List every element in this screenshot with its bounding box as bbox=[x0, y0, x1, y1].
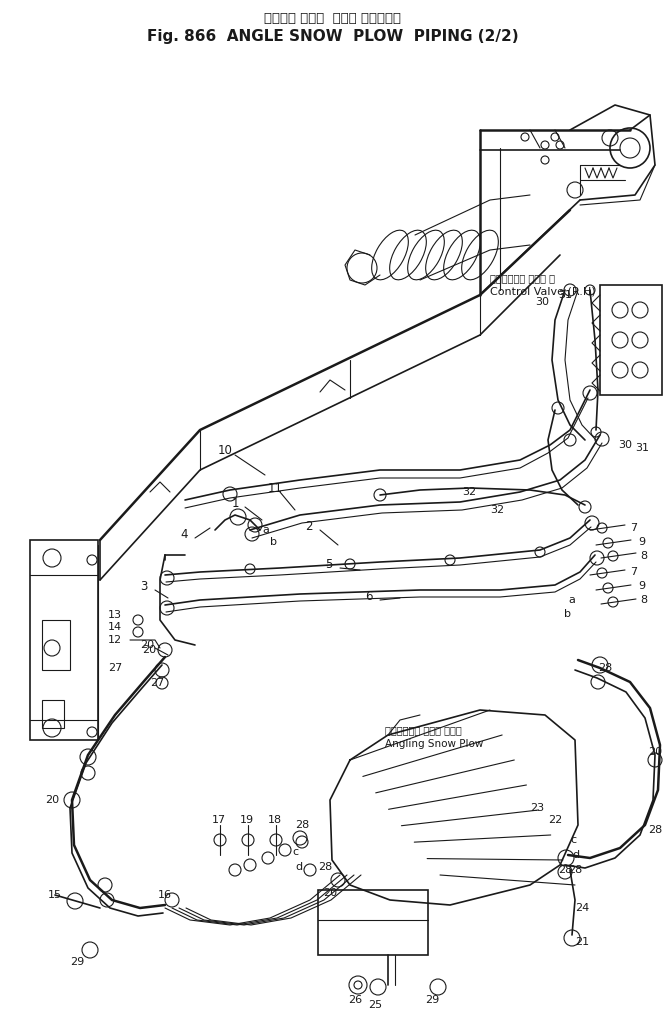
Text: コントロール バルブ 右: コントロール バルブ 右 bbox=[490, 273, 555, 283]
Text: 8: 8 bbox=[640, 595, 647, 605]
Text: 28: 28 bbox=[648, 825, 662, 835]
Text: 20: 20 bbox=[142, 645, 156, 655]
Text: 31: 31 bbox=[558, 290, 572, 300]
Text: 3: 3 bbox=[140, 580, 147, 593]
Text: Angling Snow Plow: Angling Snow Plow bbox=[385, 739, 484, 749]
Text: 9: 9 bbox=[638, 537, 645, 547]
Text: 28: 28 bbox=[568, 865, 582, 875]
Text: a: a bbox=[262, 525, 269, 535]
Text: アングリング スノー プラウ: アングリング スノー プラウ bbox=[385, 725, 462, 735]
Text: 21: 21 bbox=[575, 937, 589, 947]
Text: 27: 27 bbox=[108, 663, 122, 673]
Text: c: c bbox=[570, 835, 576, 845]
Text: 31: 31 bbox=[635, 443, 649, 453]
Text: 26: 26 bbox=[348, 995, 362, 1005]
Text: d: d bbox=[295, 862, 302, 872]
Text: 13: 13 bbox=[108, 610, 122, 620]
Text: 18: 18 bbox=[268, 815, 282, 825]
Text: d: d bbox=[572, 850, 579, 860]
Bar bbox=[318, 890, 428, 955]
Text: 9: 9 bbox=[638, 581, 645, 591]
Bar bbox=[600, 285, 662, 395]
Text: 27: 27 bbox=[150, 678, 164, 688]
Text: 17: 17 bbox=[212, 815, 226, 825]
Text: 2: 2 bbox=[305, 521, 313, 534]
Text: 23: 23 bbox=[530, 803, 544, 813]
Bar bbox=[42, 620, 70, 670]
Text: 5: 5 bbox=[325, 557, 332, 570]
Text: 22: 22 bbox=[548, 815, 562, 825]
Text: 20: 20 bbox=[140, 640, 154, 650]
Text: 30: 30 bbox=[618, 439, 632, 450]
Text: a: a bbox=[568, 595, 575, 605]
Text: 25: 25 bbox=[368, 1000, 382, 1010]
Text: 28: 28 bbox=[295, 820, 309, 830]
Text: 11: 11 bbox=[268, 481, 283, 494]
Text: 24: 24 bbox=[575, 903, 589, 914]
Text: 8: 8 bbox=[640, 551, 647, 561]
Text: 28: 28 bbox=[558, 865, 572, 875]
Text: 28: 28 bbox=[598, 663, 612, 673]
Text: 28: 28 bbox=[318, 862, 332, 872]
Text: 12: 12 bbox=[108, 635, 122, 645]
Text: b: b bbox=[270, 537, 277, 547]
Text: 7: 7 bbox=[630, 523, 637, 533]
Bar bbox=[42, 700, 64, 728]
Text: 1: 1 bbox=[232, 496, 239, 510]
Text: 32: 32 bbox=[462, 487, 476, 497]
Text: b: b bbox=[564, 609, 571, 619]
Text: 10: 10 bbox=[218, 444, 233, 457]
Text: 7: 7 bbox=[630, 567, 637, 577]
Text: 20: 20 bbox=[323, 888, 337, 898]
Text: 16: 16 bbox=[158, 890, 172, 900]
Text: Control Valve (R.H): Control Valve (R.H) bbox=[490, 287, 596, 297]
Text: 20: 20 bbox=[45, 795, 59, 805]
Text: c: c bbox=[292, 847, 298, 857]
Bar bbox=[30, 540, 98, 740]
Text: 20: 20 bbox=[648, 747, 662, 757]
Text: 30: 30 bbox=[535, 297, 549, 307]
Text: 29: 29 bbox=[425, 995, 440, 1005]
Text: 15: 15 bbox=[48, 890, 62, 900]
Text: 29: 29 bbox=[70, 957, 84, 967]
Text: Fig. 866  ANGLE SNOW  PLOW  PIPING (2/2): Fig. 866 ANGLE SNOW PLOW PIPING (2/2) bbox=[147, 28, 519, 44]
Text: アングル スノー  ブラウ バイピング: アングル スノー ブラウ バイピング bbox=[265, 11, 402, 24]
Text: 6: 6 bbox=[365, 590, 372, 603]
Text: 19: 19 bbox=[240, 815, 254, 825]
Text: 14: 14 bbox=[108, 622, 122, 632]
Text: 4: 4 bbox=[180, 529, 187, 541]
Text: 32: 32 bbox=[490, 505, 504, 515]
